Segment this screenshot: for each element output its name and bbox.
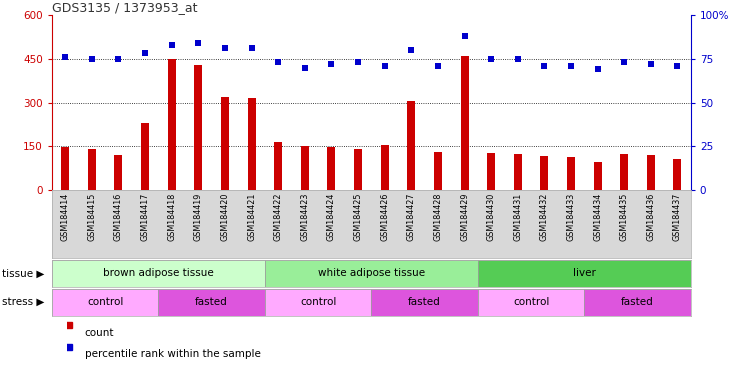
Text: GSM184429: GSM184429	[460, 193, 469, 241]
Bar	[265, 260, 478, 287]
Text: GSM184423: GSM184423	[300, 193, 309, 241]
Text: GSM184415: GSM184415	[87, 193, 96, 241]
Bar	[673, 159, 681, 190]
Bar	[434, 152, 442, 190]
Text: brown adipose tissue: brown adipose tissue	[103, 268, 213, 278]
Text: GSM184428: GSM184428	[433, 193, 442, 241]
Bar	[461, 56, 469, 190]
Text: GSM184427: GSM184427	[406, 193, 416, 241]
Text: GSM184436: GSM184436	[646, 193, 656, 241]
Text: GSM184424: GSM184424	[327, 193, 336, 241]
Text: GDS3135 / 1373953_at: GDS3135 / 1373953_at	[52, 1, 197, 14]
Bar	[381, 146, 389, 190]
Bar	[52, 260, 265, 287]
Text: fasted: fasted	[408, 297, 441, 307]
Text: GSM184432: GSM184432	[540, 193, 549, 241]
Text: white adipose tissue: white adipose tissue	[318, 268, 425, 278]
Bar	[167, 59, 175, 190]
Text: GSM184420: GSM184420	[221, 193, 230, 241]
Text: GSM184414: GSM184414	[61, 193, 69, 241]
Text: GSM184422: GSM184422	[273, 193, 283, 241]
Bar	[620, 154, 628, 190]
Bar	[594, 162, 602, 190]
Text: GSM184421: GSM184421	[247, 193, 256, 241]
Bar	[274, 142, 282, 190]
Text: liver: liver	[573, 268, 596, 278]
Bar	[478, 289, 584, 316]
Bar	[141, 123, 149, 190]
Text: GSM184434: GSM184434	[593, 193, 602, 241]
Text: percentile rank within the sample: percentile rank within the sample	[85, 349, 261, 359]
Text: control: control	[300, 297, 336, 307]
Text: tissue ▶: tissue ▶	[2, 268, 45, 278]
Bar	[487, 153, 495, 190]
Bar	[478, 260, 691, 287]
Bar	[159, 289, 265, 316]
Text: GSM184418: GSM184418	[167, 193, 176, 241]
Text: GSM184426: GSM184426	[380, 193, 389, 241]
Text: fasted: fasted	[621, 297, 654, 307]
Bar	[371, 289, 478, 316]
Text: stress ▶: stress ▶	[2, 297, 45, 307]
Bar	[407, 101, 415, 190]
Bar	[248, 98, 256, 190]
Text: GSM184416: GSM184416	[114, 193, 123, 241]
Text: GSM184419: GSM184419	[194, 193, 202, 241]
Text: fasted: fasted	[195, 297, 228, 307]
Bar	[221, 97, 229, 190]
Text: GSM184430: GSM184430	[487, 193, 496, 241]
Text: control: control	[513, 297, 549, 307]
Text: control: control	[87, 297, 124, 307]
Text: GSM184437: GSM184437	[673, 193, 682, 241]
Bar	[354, 149, 362, 190]
Bar	[88, 149, 96, 190]
Bar	[265, 289, 371, 316]
Text: GSM184425: GSM184425	[354, 193, 363, 241]
Bar	[52, 289, 159, 316]
Text: count: count	[85, 328, 114, 338]
Bar	[194, 65, 202, 190]
Bar	[327, 147, 336, 190]
Bar	[514, 154, 522, 190]
Bar	[567, 157, 575, 190]
Text: GSM184433: GSM184433	[567, 193, 575, 241]
Bar	[540, 156, 548, 190]
Bar	[647, 155, 655, 190]
Bar	[115, 155, 123, 190]
Text: GSM184431: GSM184431	[513, 193, 522, 241]
Text: GSM184417: GSM184417	[140, 193, 150, 241]
Bar	[61, 147, 69, 190]
Bar	[300, 146, 308, 190]
Text: GSM184435: GSM184435	[620, 193, 629, 241]
Bar	[584, 289, 691, 316]
